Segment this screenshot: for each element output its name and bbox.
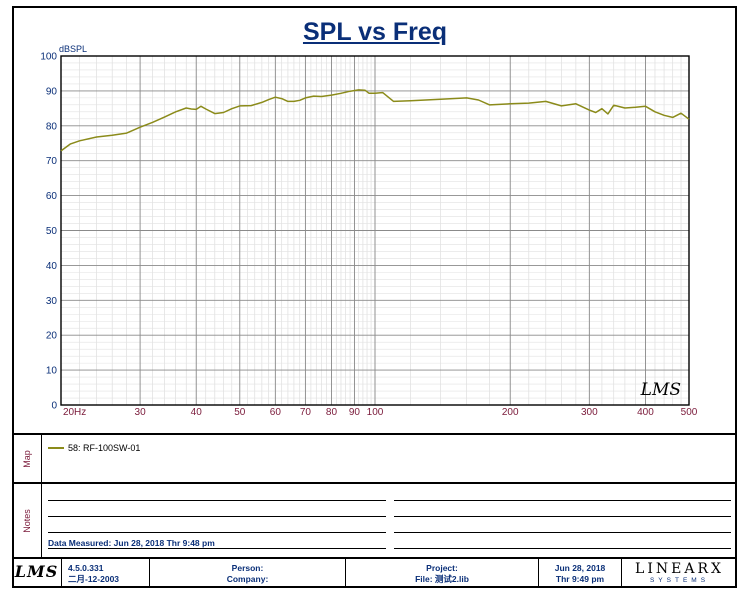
- y-tick-label: 50: [46, 226, 58, 237]
- footer-version-cell: 4.5.0.331 二月-12-2003: [62, 558, 150, 588]
- map-label: Map: [21, 449, 32, 468]
- x-tick-label: 60: [270, 407, 282, 418]
- x-tick-label: 80: [326, 407, 338, 418]
- linearx-logo: LINEARX SYSTEMS: [622, 561, 737, 584]
- notes-line: [394, 532, 731, 533]
- x-tick-label: 400: [637, 407, 654, 418]
- print-time: Thr 9:49 pm: [555, 574, 605, 584]
- lms-logo: LMS: [14, 562, 59, 581]
- y-tick-label: 70: [46, 156, 58, 167]
- notes-line: [48, 500, 386, 501]
- x-tick-label: 70: [300, 407, 312, 418]
- x-tick-label: 90: [349, 407, 361, 418]
- person-label: Person:: [231, 563, 264, 573]
- x-tick-label: 50: [234, 407, 246, 418]
- notes-label: Notes: [21, 509, 32, 533]
- x-tick-label: 30: [135, 407, 147, 418]
- lms-watermark: LMS: [640, 380, 681, 400]
- y-tick-label: 10: [46, 366, 58, 377]
- x-tick-label: 500: [681, 407, 698, 418]
- chart-title: SPL vs Freq: [302, 18, 448, 46]
- x-tick-label: 300: [581, 407, 598, 418]
- legend-swatch: [48, 447, 64, 449]
- brand-sub: SYSTEMS: [649, 577, 710, 584]
- y-tick-label: 20: [46, 331, 58, 342]
- print-date: Jun 28, 2018: [554, 563, 606, 573]
- y-tick-label: 90: [46, 86, 58, 97]
- y-tick-label: 40: [46, 261, 58, 272]
- legend-text: 58: RF-100SW-01: [68, 443, 141, 453]
- notes-line: [48, 548, 386, 549]
- notes-line: [394, 500, 731, 501]
- file-label: File: 测试2.lib: [415, 574, 469, 584]
- notes-line: [48, 532, 386, 533]
- x-tick-label: 40: [191, 407, 203, 418]
- map-side-column: Map: [12, 435, 42, 482]
- notes-section-border: [12, 482, 737, 484]
- series-line: [60, 89, 690, 152]
- x-axis-unit-label: Hz: [74, 407, 86, 418]
- version-text: 4.5.0.331: [68, 563, 104, 573]
- footer-person-cell: Person: Company:: [150, 558, 346, 588]
- page-frame: [12, 6, 737, 588]
- y-axis-label: dBSPL: [59, 44, 87, 54]
- notes-line: [48, 516, 386, 517]
- y-tick-label: 0: [51, 401, 57, 412]
- notes-line: [394, 548, 731, 549]
- y-tick-label: 60: [46, 191, 58, 202]
- y-tick-label: 80: [46, 121, 58, 132]
- footer-section-border: [12, 557, 737, 559]
- notes-line: [394, 516, 731, 517]
- x-tick-label: 20: [63, 407, 75, 418]
- map-section-border: [12, 433, 737, 435]
- legend-entry: 58: RF-100SW-01: [48, 443, 140, 453]
- y-tick-label: 30: [46, 296, 58, 307]
- data-measured: Data Measured: Jun 28, 2018 Thr 9:48 pm: [48, 538, 215, 548]
- plot-border: [60, 55, 690, 406]
- y-tick-label: 100: [40, 52, 57, 63]
- project-label: Project:: [426, 563, 458, 573]
- version-date: 二月-12-2003: [68, 574, 120, 584]
- footer-date-cell: Jun 28, 2018 Thr 9:49 pm: [539, 558, 622, 588]
- company-label: Company:: [226, 574, 269, 584]
- footer-logo-cell: LMS: [12, 558, 62, 588]
- notes-side-column: Notes: [12, 484, 42, 558]
- footer-project-cell: Project: File: 测试2.lib: [346, 558, 539, 588]
- x-tick-label: 200: [502, 407, 519, 418]
- brand-name: LINEARX: [635, 561, 724, 577]
- x-tick-label: 100: [367, 407, 384, 418]
